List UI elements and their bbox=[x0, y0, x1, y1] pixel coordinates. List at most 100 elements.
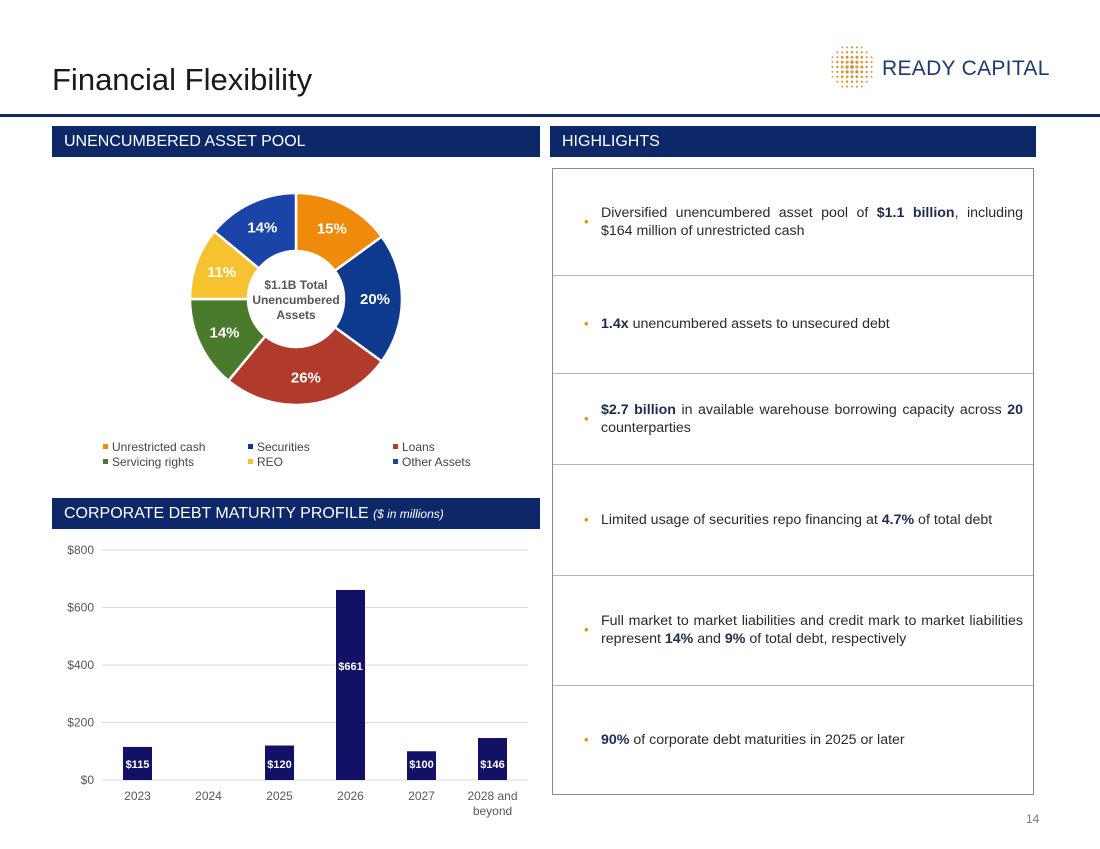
bar-xtick-label: 2027 bbox=[408, 789, 435, 803]
logo-dot bbox=[836, 51, 839, 54]
logo-dot bbox=[860, 51, 863, 54]
debt-maturity-bar-chart: $0 $200 $400 $600 $800 $115 2023 2024 $120 2025 $6… bbox=[52, 540, 542, 830]
donut-center-label: Assets bbox=[276, 308, 316, 322]
legend-item: Securities bbox=[248, 440, 310, 454]
logo-dot bbox=[850, 51, 854, 54]
logo-dot bbox=[845, 80, 849, 83]
bullet-icon: • bbox=[584, 732, 589, 747]
legend-swatch bbox=[103, 444, 108, 450]
section-header-asset-pool-label: UNENCUMBERED ASSET POOL bbox=[64, 133, 306, 150]
logo-dot bbox=[855, 60, 859, 64]
legend-swatch bbox=[393, 459, 398, 465]
section-header-debt-maturity-label: CORPORATE DEBT MATURITY PROFILE bbox=[64, 505, 369, 522]
logo-dot bbox=[865, 51, 868, 54]
donut-slice-loans bbox=[226, 325, 384, 407]
bar-2025 bbox=[265, 745, 294, 780]
section-header-debt-maturity-subtitle: ($ in millions) bbox=[373, 507, 444, 521]
bar-xtick-label: 2024 bbox=[195, 789, 222, 803]
section-header-asset-pool: UNENCUMBERED ASSET POOL bbox=[52, 126, 540, 157]
donut-center-label: Unencumbered bbox=[252, 293, 339, 307]
logo-dot bbox=[841, 85, 844, 88]
page-number: 14 bbox=[1026, 812, 1040, 826]
logo-dot bbox=[836, 65, 839, 69]
bar-2028 bbox=[478, 738, 507, 780]
bar-data-label: $661 bbox=[338, 661, 362, 673]
logo-dot bbox=[831, 75, 834, 78]
bar-ytick-label: $400 bbox=[67, 658, 94, 672]
logo-dot bbox=[855, 70, 859, 74]
bar-xtick-label: 2028 and bbox=[467, 789, 517, 803]
logo-dot bbox=[850, 55, 854, 59]
bar-ytick-label: $200 bbox=[67, 716, 94, 730]
legend-item: Loans bbox=[393, 440, 435, 454]
bar-xtick-label: 2023 bbox=[124, 789, 151, 803]
logo-dot bbox=[860, 85, 863, 88]
logo-dot bbox=[860, 55, 864, 59]
logo-dot bbox=[840, 70, 844, 74]
bar-2026 bbox=[336, 589, 365, 780]
legend-label: Servicing rights bbox=[112, 455, 195, 469]
logo-dot bbox=[841, 51, 844, 54]
bar-chart-svg: $0 $200 $400 $600 $800 $115 2023 2024 $120 2025 $6… bbox=[67, 543, 528, 818]
bar-xtick-label: 2025 bbox=[266, 789, 293, 803]
logo-dot bbox=[845, 65, 849, 69]
logo-dot bbox=[860, 60, 864, 64]
bullet-icon: • bbox=[584, 511, 589, 527]
highlight-item: • Full market to market liabilities and c… bbox=[553, 575, 1033, 685]
bar-ytick-label: $800 bbox=[67, 543, 94, 557]
highlight-text: $2.7 billion in available warehouse borr… bbox=[601, 401, 1023, 436]
logo-dot bbox=[831, 61, 834, 64]
logo-dot bbox=[865, 65, 868, 69]
donut-slice-securities bbox=[333, 234, 404, 364]
logo-dot bbox=[860, 80, 863, 83]
logo-dot-grid-icon bbox=[831, 46, 873, 88]
highlight-text: Full market to market liabilities and cr… bbox=[601, 613, 1023, 647]
section-header-highlights-label: HIGHLIGHTS bbox=[562, 133, 660, 150]
section-header-debt-maturity: CORPORATE DEBT MATURITY PROFILE ($ in mi… bbox=[52, 498, 540, 529]
section-header-highlights: HIGHLIGHTS bbox=[550, 126, 1036, 157]
bullet-icon: • bbox=[584, 316, 589, 331]
highlight-item: • 90% of corporate debt maturities in 202… bbox=[553, 685, 1033, 795]
logo-dot bbox=[836, 80, 839, 83]
legend-label: Securities bbox=[257, 440, 310, 454]
logo-dot bbox=[865, 80, 868, 83]
legend-swatch bbox=[103, 459, 108, 465]
logo-dot bbox=[860, 65, 864, 69]
logo-dot bbox=[850, 85, 854, 88]
logo-dot bbox=[836, 70, 839, 74]
legend-item: Other Assets bbox=[393, 455, 471, 469]
logo-dot bbox=[855, 65, 859, 69]
logo-dot bbox=[840, 60, 844, 64]
legend-label: Unrestricted cash bbox=[112, 440, 206, 454]
highlight-item: • 1.4x unencumbered assets to unsecured d… bbox=[553, 275, 1033, 373]
logo-dot bbox=[850, 65, 854, 69]
logo-dot bbox=[841, 80, 844, 83]
logo-dot bbox=[850, 60, 854, 64]
donut-slice-other-assets bbox=[212, 191, 298, 271]
bar-xtick-label: beyond bbox=[473, 804, 512, 818]
donut-slice-label: 11% bbox=[207, 264, 236, 281]
logo-dot bbox=[846, 46, 849, 49]
highlight-item: • $2.7 billion in available warehouse bor… bbox=[553, 373, 1033, 464]
bar-2023 bbox=[123, 746, 152, 780]
highlight-divider bbox=[553, 575, 1033, 576]
bar-ytick-label: $600 bbox=[67, 601, 94, 615]
logo-dot bbox=[845, 51, 849, 54]
bar-2027 bbox=[407, 751, 436, 780]
donut-slice-label: 20% bbox=[360, 291, 390, 308]
logo-dot bbox=[870, 70, 873, 73]
logo-text: READY CAPITAL bbox=[882, 57, 1050, 80]
legend-label: REO bbox=[257, 455, 284, 469]
logo-dot bbox=[860, 75, 864, 79]
logo-dot bbox=[860, 70, 864, 74]
logo-dot bbox=[841, 46, 844, 49]
highlight-text: 90% of corporate debt maturities in 2025… bbox=[601, 732, 905, 748]
logo-dot bbox=[845, 75, 849, 79]
highlight-item: • Diversified unencumbered asset pool of … bbox=[553, 169, 1033, 275]
donut-svg: 15% 20% 26% 14% 11% 14% $1.1B TotalUnencumbere… bbox=[188, 191, 404, 407]
donut-center-label: $1.1B Total bbox=[264, 278, 327, 292]
bullet-icon: • bbox=[584, 622, 589, 637]
highlight-item: • Limited usage of securities repo financ… bbox=[553, 464, 1033, 575]
asset-pool-donut-chart: 15% 20% 26% 14% 11% 14% $1.1B Total Unencumbere… bbox=[180, 183, 412, 415]
bar-data-label: $120 bbox=[267, 759, 291, 771]
